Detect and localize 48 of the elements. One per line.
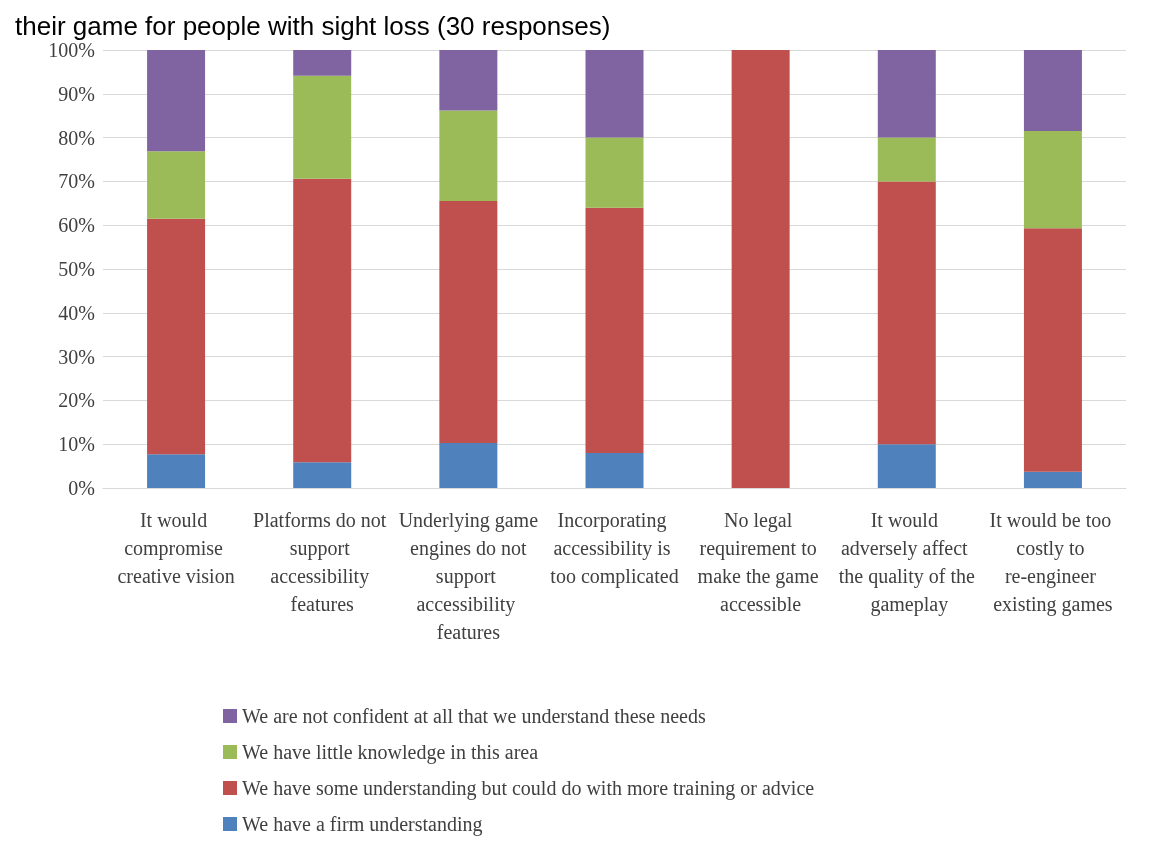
bar: [439, 442, 498, 488]
bar: [585, 452, 644, 488]
legend-label: We are not confident at all that we understand these needs: [242, 705, 706, 727]
bar: [877, 181, 936, 445]
x-tick-label: It would adversely affect the quality of the gameplay: [838, 509, 975, 616]
legend-label: We have a firm understanding: [242, 813, 483, 836]
y-tick-label: 100%: [48, 39, 95, 61]
bar: [1023, 471, 1082, 488]
bar: [293, 178, 352, 463]
bar: [293, 75, 352, 179]
bar: [439, 110, 498, 202]
y-tick-label: 30%: [58, 345, 95, 368]
y-tick-label: 60%: [58, 214, 95, 237]
y-tick-label: 20%: [58, 389, 95, 412]
y-tick-label: 80%: [58, 126, 95, 149]
chart-title: their game for people with sight loss (30 responses): [15, 11, 611, 41]
bar: [585, 207, 644, 453]
bar: [731, 50, 790, 488]
bar: [1023, 131, 1082, 229]
y-tick-label: 10%: [58, 433, 95, 456]
x-tick-label: It would compromise creative vision: [117, 509, 235, 587]
bar: [1023, 50, 1082, 132]
y-tick-label: 0%: [68, 477, 95, 499]
bar: [293, 50, 352, 76]
y-tick-label: 70%: [58, 170, 95, 193]
bar: [293, 462, 352, 488]
bar: [147, 50, 206, 152]
y-tick-label: 50%: [58, 258, 95, 280]
x-tick-label: Incorporating accessibility is too complicated: [550, 509, 679, 588]
x-tick-label: Platforms do not support accessibility features: [253, 509, 392, 615]
bar: [439, 50, 498, 111]
bar: [877, 444, 936, 488]
bar: [877, 50, 936, 138]
y-tick-label: 90%: [58, 82, 95, 105]
bar: [439, 201, 498, 443]
bar: [585, 137, 644, 208]
bar: [147, 454, 206, 488]
bar: [1023, 228, 1082, 472]
bar: [877, 137, 936, 182]
legend-label: We have little knowledge in this area: [242, 741, 539, 764]
x-tick-label: No legal requirement to make the game accessible: [697, 509, 824, 615]
bar: [147, 151, 206, 219]
legend-label: We have some understanding but could do with more training or advice: [242, 777, 815, 800]
x-tick-label: It would be too costly to re-engineer existing games: [989, 509, 1117, 616]
x-tick-label: Underlying game engines do not support accessibility features: [398, 509, 539, 643]
bar: [585, 50, 644, 138]
bar: [147, 218, 206, 455]
y-tick-label: 40%: [58, 301, 95, 324]
